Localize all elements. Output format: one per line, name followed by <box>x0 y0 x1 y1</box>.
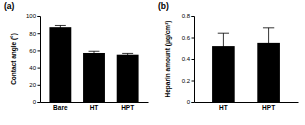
y-axis: 0 20 40 60 80 100 <box>26 13 41 105</box>
y-tick-label: 80 <box>29 31 36 37</box>
y-tick-mark <box>192 102 195 103</box>
y-tick: 100 <box>26 13 40 19</box>
x-tick-label: HPT <box>121 104 134 111</box>
y-tick: 80 <box>29 31 40 37</box>
x-axis-line <box>195 102 299 103</box>
y-tick-label: 0.6 <box>182 35 191 41</box>
y-tick-label: 0.8 <box>182 13 191 19</box>
y-tick-mark <box>38 50 41 51</box>
error-bar <box>218 33 229 59</box>
y-tick-mark <box>38 33 41 34</box>
y-tick-mark <box>38 16 41 17</box>
y-tick-label: 100 <box>26 13 37 19</box>
y-tick: 0 <box>187 99 194 105</box>
y-tick-label: 20 <box>29 82 36 88</box>
y-tick: 40 <box>29 65 40 71</box>
y-axis-title: Heparin amount (μg/cm²) <box>164 21 172 98</box>
y-tick: 0.2 <box>182 78 194 84</box>
y-tick-label: 0 <box>187 99 191 105</box>
y-tick: 0.6 <box>182 35 194 41</box>
y-tick-label: 0.2 <box>182 78 191 84</box>
x-tick-label: HT <box>219 104 228 111</box>
x-tick: Bare <box>53 102 68 111</box>
y-tick-mark <box>192 38 195 39</box>
panel: 0 20 40 60 80 100 Bare HT HPT Contact angle (°) (a… <box>4 1 149 111</box>
y-tick-mark <box>38 68 41 69</box>
panel: 0 0.2 0.4 0.6 0.8 HT HPT Heparin amount (μg/cm²… <box>158 1 299 111</box>
y-axis-title: Contact angle (°) <box>10 33 18 85</box>
plot-area <box>212 28 280 102</box>
y-tick-mark <box>38 102 41 103</box>
y-axis-line <box>192 17 195 103</box>
error-bar <box>263 28 274 58</box>
y-axis: 0 0.2 0.4 0.6 0.8 <box>182 13 195 105</box>
y-tick-label: 0.4 <box>182 56 191 62</box>
x-axis: HT HPT <box>195 102 299 111</box>
y-tick: 0.4 <box>182 56 194 62</box>
x-tick: HT <box>90 102 99 111</box>
x-tick-label: Bare <box>53 104 68 111</box>
x-axis: Bare HT HPT <box>41 102 149 111</box>
panel-title: (b) <box>158 1 169 11</box>
bar <box>83 53 105 102</box>
x-tick: HPT <box>121 102 134 111</box>
y-tick-label: 0 <box>33 99 37 105</box>
bar <box>49 27 71 102</box>
y-tick-mark <box>192 81 195 82</box>
y-axis-line <box>38 17 41 103</box>
y-tick-label: 40 <box>29 65 36 71</box>
x-tick-label: HPT <box>262 104 275 111</box>
y-tick-mark <box>192 16 195 17</box>
error-bar <box>55 25 66 28</box>
error-bar <box>89 51 100 54</box>
y-tick: 20 <box>29 82 40 88</box>
y-tick-mark <box>38 85 41 86</box>
error-bar <box>122 53 133 56</box>
y-tick: 0 <box>33 99 40 105</box>
y-tick: 0.8 <box>182 13 194 19</box>
y-tick-mark <box>192 59 195 60</box>
plot-area <box>49 25 138 102</box>
x-tick: HPT <box>262 102 275 111</box>
y-tick: 60 <box>29 48 40 54</box>
bar <box>117 55 139 102</box>
y-tick-label: 60 <box>29 48 36 54</box>
x-tick-label: HT <box>90 104 99 111</box>
figure: 0 20 40 60 80 100 Bare HT HPT Contact angle (°) (a… <box>0 0 305 125</box>
panel-title: (a) <box>4 1 15 11</box>
x-tick: HT <box>219 102 228 111</box>
